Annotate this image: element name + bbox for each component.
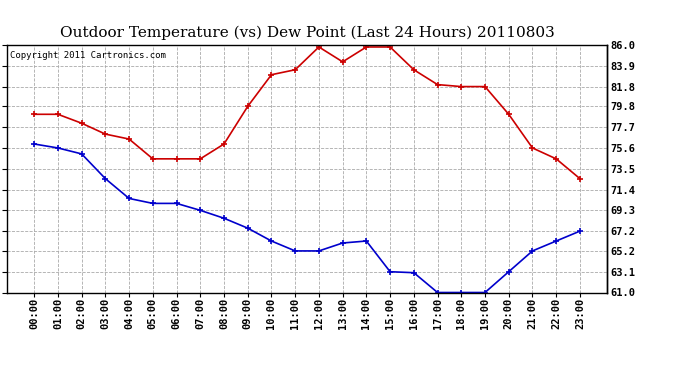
Title: Outdoor Temperature (vs) Dew Point (Last 24 Hours) 20110803: Outdoor Temperature (vs) Dew Point (Last…: [59, 25, 555, 40]
Text: Copyright 2011 Cartronics.com: Copyright 2011 Cartronics.com: [10, 51, 166, 60]
